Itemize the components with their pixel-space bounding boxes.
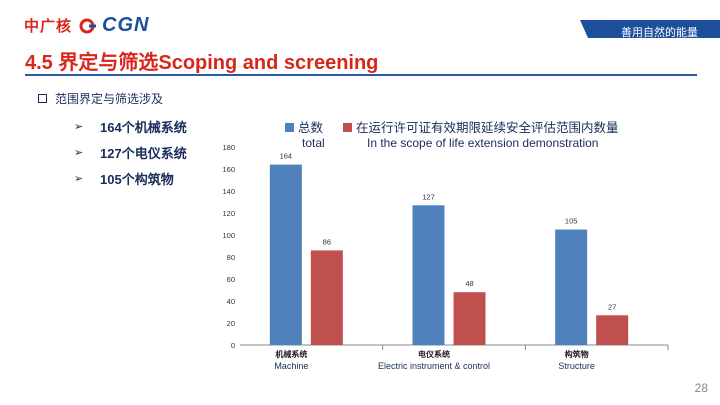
company-logo: 中广核 CGN bbox=[24, 14, 149, 37]
y-tick-label: 120 bbox=[222, 209, 235, 218]
list-item-text: 164个机械系统 bbox=[100, 119, 187, 135]
bar-value-label: 127 bbox=[422, 192, 435, 201]
y-tick-label: 80 bbox=[227, 253, 235, 262]
legend-label: 在运行许可证有效期限延续安全评估范围内数量 bbox=[356, 120, 619, 135]
y-tick-label: 100 bbox=[222, 231, 235, 240]
list-item: ➢ 127个电仪系统 bbox=[74, 139, 187, 165]
bar bbox=[555, 229, 588, 345]
bar-value-label: 86 bbox=[323, 237, 331, 246]
scope-label: 范围界定与筛选涉及 bbox=[55, 92, 164, 106]
bar bbox=[453, 292, 486, 345]
x-category-label-en: Machine bbox=[274, 361, 308, 371]
logo-english-text: CGN bbox=[102, 14, 150, 36]
bar-value-label: 164 bbox=[280, 152, 293, 161]
x-category-label: 构筑物 bbox=[565, 349, 589, 359]
legend-label-en: In the scope of life extension demonstra… bbox=[367, 136, 598, 150]
bar-value-label: 48 bbox=[465, 279, 473, 288]
x-category-label-en: Electric instrument & control bbox=[378, 361, 490, 371]
scope-heading: 范围界定与筛选涉及 bbox=[38, 90, 163, 107]
x-category-label: 机械系统 bbox=[275, 349, 307, 359]
arrow-bullet-icon: ➢ bbox=[74, 172, 84, 185]
y-tick-label: 160 bbox=[222, 165, 235, 174]
x-category-label-en: Structure bbox=[558, 361, 595, 371]
arrow-bullet-icon: ➢ bbox=[74, 146, 84, 159]
scope-list: ➢ 164个机械系统 ➢ 127个电仪系统 ➢ 105个构筑物 bbox=[74, 113, 187, 191]
checkbox-bullet-icon bbox=[38, 94, 47, 103]
legend-label: 总数 bbox=[298, 120, 324, 135]
bar bbox=[310, 250, 343, 345]
page-number: 28 bbox=[694, 381, 708, 395]
bar bbox=[412, 205, 445, 345]
arrow-bullet-icon: ➢ bbox=[74, 120, 84, 133]
legend-label-en: total bbox=[302, 136, 325, 150]
bar-value-label: 105 bbox=[565, 217, 578, 226]
y-tick-label: 60 bbox=[227, 275, 235, 284]
y-tick-label: 140 bbox=[222, 187, 235, 196]
y-tick-label: 40 bbox=[227, 297, 235, 306]
y-tick-label: 180 bbox=[222, 143, 235, 152]
list-item-text: 105个构筑物 bbox=[100, 171, 174, 187]
legend-swatch bbox=[285, 123, 294, 132]
list-item: ➢ 164个机械系统 bbox=[74, 113, 187, 139]
bar bbox=[269, 164, 302, 345]
title-divider bbox=[25, 74, 697, 76]
list-item: ➢ 105个构筑物 bbox=[74, 165, 187, 191]
logo-chinese-text: 中广核 bbox=[24, 18, 73, 35]
bar bbox=[596, 315, 629, 345]
y-tick-label: 0 bbox=[231, 341, 235, 350]
slogan: 善用自然的能量 bbox=[621, 27, 698, 39]
x-category-label: 电仪系统 bbox=[418, 349, 450, 359]
list-item-text: 127个电仪系统 bbox=[100, 145, 187, 161]
logo-mark-icon bbox=[79, 18, 97, 33]
bar-value-label: 27 bbox=[608, 302, 616, 311]
header-banner bbox=[580, 20, 720, 38]
page-title: 4.5 界定与筛选Scoping and screening bbox=[25, 52, 379, 74]
legend-swatch bbox=[343, 123, 352, 132]
y-tick-label: 20 bbox=[227, 319, 235, 328]
